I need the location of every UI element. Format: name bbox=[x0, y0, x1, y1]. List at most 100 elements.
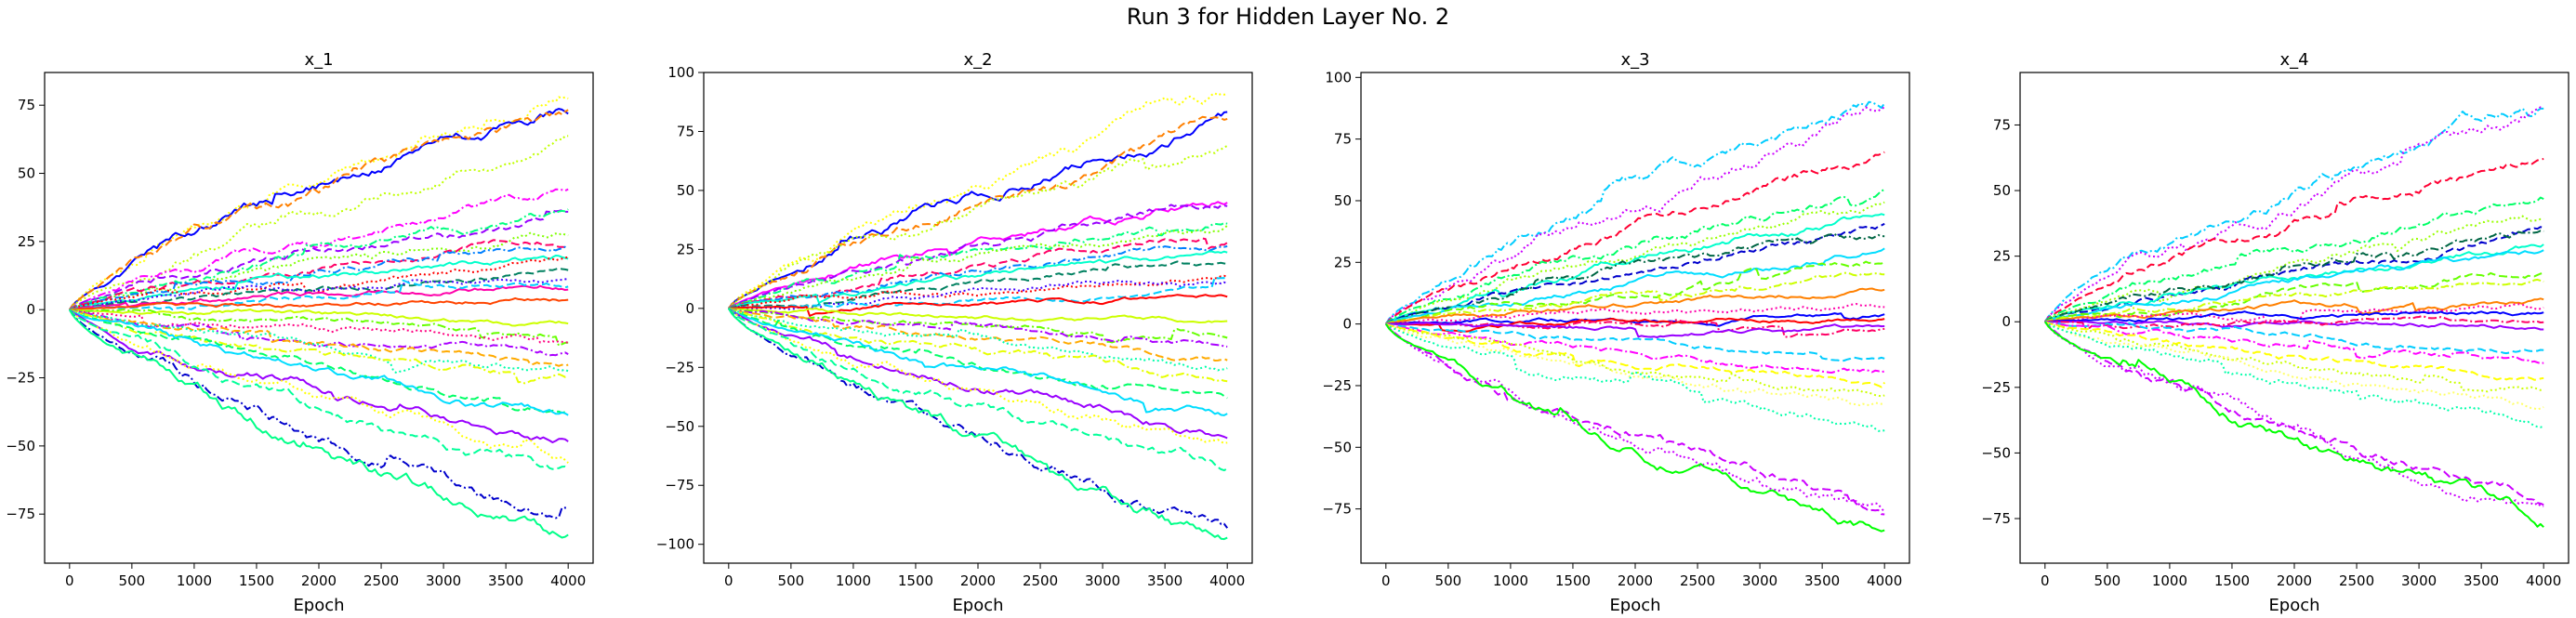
series-line bbox=[2044, 303, 2544, 323]
y-tick-label: −75 bbox=[1322, 501, 1352, 518]
series-line bbox=[69, 256, 569, 311]
series-line bbox=[728, 276, 1228, 309]
x-tick-label: 3000 bbox=[1085, 572, 1120, 589]
series-line bbox=[69, 284, 569, 311]
x-tick-label: 2000 bbox=[960, 572, 996, 589]
y-tick-label: 0 bbox=[26, 301, 35, 318]
series-line bbox=[1385, 213, 1885, 325]
x-tick-label: 1000 bbox=[2152, 572, 2187, 589]
series-line bbox=[728, 260, 1228, 309]
series-line bbox=[1385, 247, 1885, 325]
series-line bbox=[728, 308, 1228, 472]
y-tick-label: −50 bbox=[1981, 444, 2011, 461]
series-line bbox=[2043, 321, 2544, 507]
x-tick-label: 2500 bbox=[363, 572, 399, 589]
series-line bbox=[68, 108, 569, 310]
series-line bbox=[69, 309, 569, 344]
series-line bbox=[728, 307, 1228, 416]
series-line bbox=[69, 188, 569, 310]
y-tick-label: 75 bbox=[18, 97, 35, 113]
y-tick-label: 75 bbox=[677, 123, 694, 139]
y-tick-label: 25 bbox=[1993, 248, 2011, 265]
subplot-title: x_2 bbox=[963, 50, 992, 70]
x-tick-label: 500 bbox=[778, 572, 805, 589]
series-line bbox=[1384, 100, 1886, 325]
series-line bbox=[1385, 317, 1885, 333]
series-line bbox=[1385, 287, 1885, 325]
x-tick-label: 0 bbox=[724, 572, 733, 589]
series-line bbox=[69, 209, 569, 311]
series-line bbox=[728, 204, 1228, 309]
series-line bbox=[69, 309, 569, 414]
subplot-3: 0 500 1000 1500 2000 2500 3000 3500 4000−75−50−2… bbox=[1322, 50, 1910, 615]
series-line bbox=[2044, 321, 2544, 411]
series-line bbox=[2044, 310, 2544, 323]
x-tick-label: 4000 bbox=[1867, 572, 1902, 589]
x-axis-label: Epoch bbox=[2268, 596, 2319, 615]
series-line bbox=[2044, 321, 2544, 381]
y-tick-label: −25 bbox=[665, 359, 694, 375]
series-line bbox=[69, 309, 569, 470]
series-line bbox=[1385, 322, 1885, 374]
y-tick-label: −100 bbox=[656, 536, 694, 553]
figure-title: Run 3 for Hidden Layer No. 2 bbox=[1126, 4, 1450, 30]
series-line bbox=[728, 115, 1228, 309]
series-line bbox=[68, 96, 569, 310]
y-tick-label: −75 bbox=[1981, 510, 2011, 527]
x-tick-label: 3000 bbox=[426, 572, 461, 589]
y-tick-label: 50 bbox=[677, 182, 694, 199]
series-line bbox=[1384, 323, 1885, 533]
series-line bbox=[68, 309, 569, 519]
series-line bbox=[728, 307, 1228, 400]
x-tick-label: 500 bbox=[119, 572, 146, 589]
x-tick-label: 0 bbox=[2041, 572, 2050, 589]
series-line bbox=[728, 307, 1228, 383]
y-tick-label: −75 bbox=[665, 477, 694, 493]
x-axis-label: Epoch bbox=[1609, 596, 1660, 615]
subplot-title: x_3 bbox=[1620, 50, 1649, 70]
y-tick-label: 100 bbox=[667, 64, 694, 81]
series-line bbox=[2043, 107, 2544, 322]
series-line bbox=[1385, 322, 1885, 362]
y-tick-label: 25 bbox=[18, 233, 35, 250]
series-line bbox=[728, 225, 1228, 309]
x-tick-label: 2500 bbox=[2339, 572, 2374, 589]
series-line bbox=[69, 309, 569, 443]
series-line bbox=[728, 308, 1228, 444]
y-tick-label: −50 bbox=[6, 438, 35, 454]
series-line bbox=[1385, 322, 1885, 338]
series-line bbox=[728, 245, 1228, 309]
series-line bbox=[2044, 243, 2544, 323]
series-line bbox=[2043, 321, 2544, 528]
series-line bbox=[728, 307, 1228, 348]
series-line bbox=[2044, 215, 2544, 322]
series-line bbox=[2044, 321, 2544, 355]
series-line bbox=[728, 201, 1228, 309]
series-line bbox=[2044, 297, 2544, 323]
y-tick-label: −50 bbox=[1322, 439, 1352, 455]
y-tick-label: 25 bbox=[1334, 254, 1352, 270]
series-line bbox=[1385, 151, 1885, 325]
x-tick-label: 1500 bbox=[898, 572, 933, 589]
series-line bbox=[2044, 321, 2544, 428]
x-tick-label: 3000 bbox=[2401, 572, 2437, 589]
series-line bbox=[1385, 322, 1886, 388]
x-tick-label: 0 bbox=[1381, 572, 1391, 589]
series-line bbox=[1385, 271, 1885, 325]
x-tick-label: 500 bbox=[2094, 572, 2121, 589]
x-tick-label: 4000 bbox=[550, 572, 586, 589]
subplot-title: x_4 bbox=[2279, 50, 2308, 70]
y-tick-label: 100 bbox=[1325, 69, 1352, 85]
y-tick-label: 50 bbox=[18, 165, 35, 182]
y-tick-label: 0 bbox=[2001, 313, 2011, 330]
series-line bbox=[69, 208, 569, 311]
x-tick-label: 1500 bbox=[239, 572, 274, 589]
series-line bbox=[69, 278, 569, 311]
series-line bbox=[1384, 323, 1885, 513]
series-line bbox=[2044, 320, 2544, 331]
series-line bbox=[1385, 201, 1885, 325]
series-line bbox=[2044, 158, 2544, 322]
series-line bbox=[68, 109, 569, 310]
x-tick-label: 3500 bbox=[1147, 572, 1182, 589]
